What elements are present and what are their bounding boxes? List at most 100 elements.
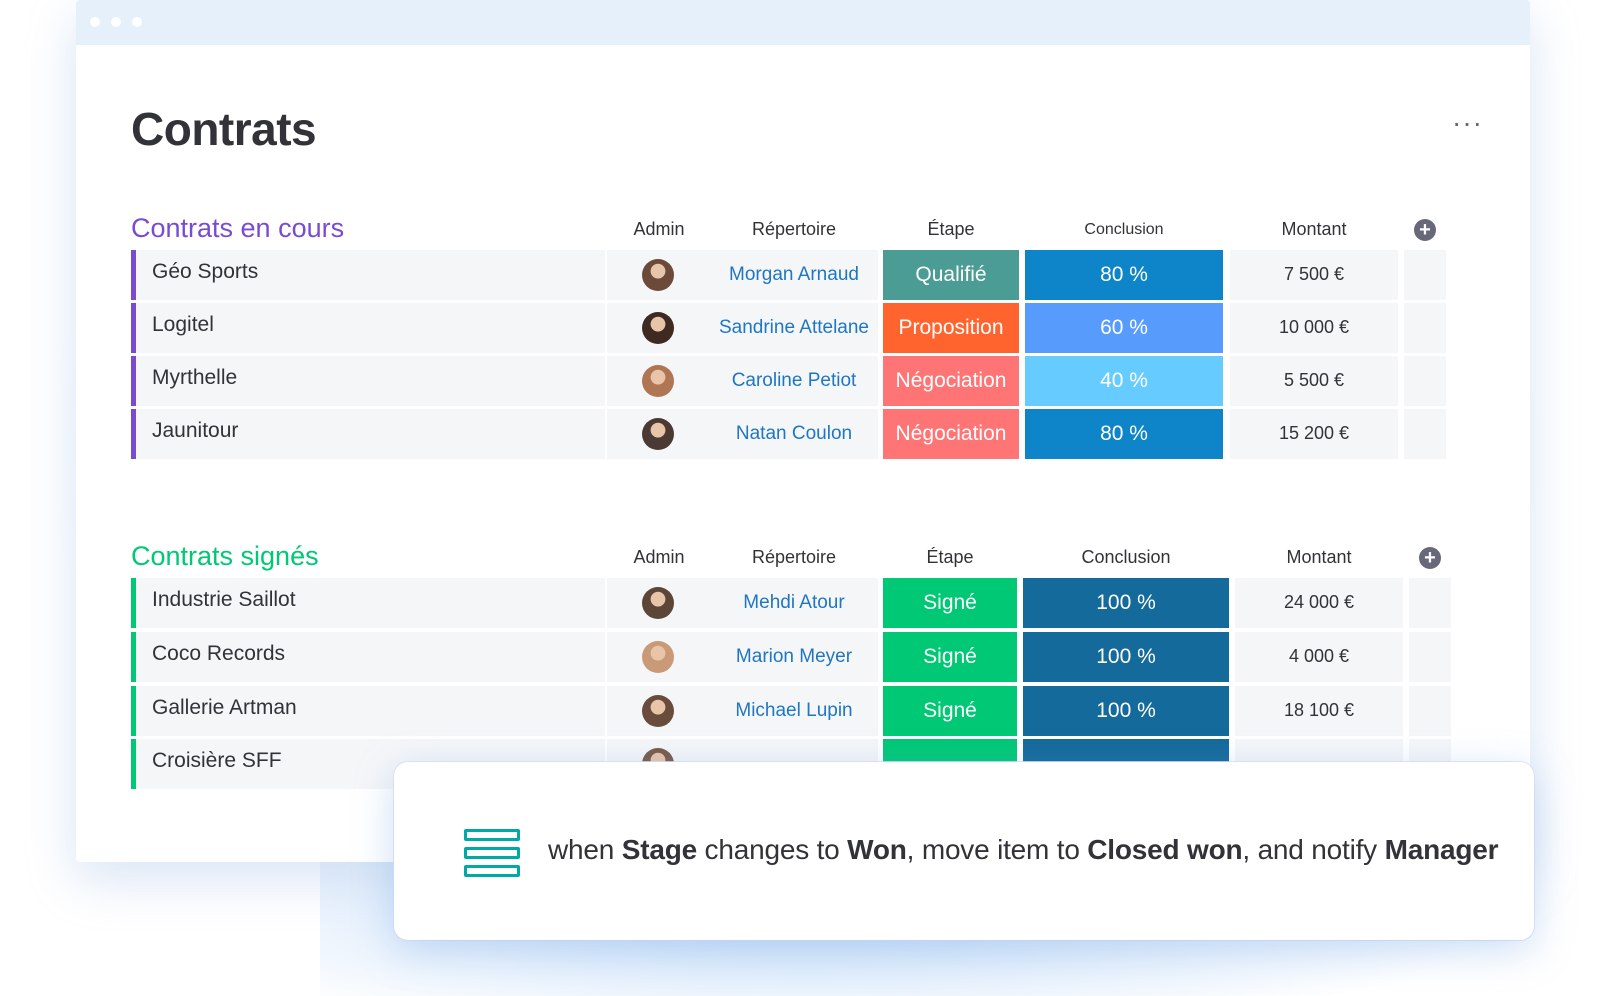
- admin-cell[interactable]: [607, 250, 711, 300]
- contact-link[interactable]: Caroline Petiot: [731, 370, 857, 391]
- column-header-conclusion[interactable]: Conclusion: [1081, 547, 1171, 567]
- amount-cell[interactable]: 24 000 €: [1235, 578, 1403, 628]
- stage-status[interactable]: Négociation: [883, 409, 1019, 459]
- stage-status[interactable]: Signé: [883, 578, 1017, 628]
- contact-cell[interactable]: Michael Lupin: [710, 686, 878, 736]
- window-titlebar: [76, 0, 1530, 45]
- amount-cell[interactable]: 10 000 €: [1230, 303, 1398, 353]
- stage-status[interactable]: Signé: [883, 686, 1017, 736]
- item-name-cell[interactable]: Myrthelle: [131, 356, 605, 406]
- amount-value: 24 000 €: [1283, 592, 1355, 612]
- more-options-icon[interactable]: ···: [1452, 107, 1483, 138]
- amount-cell[interactable]: 4 000 €: [1235, 632, 1403, 682]
- contact-cell[interactable]: Marion Meyer: [710, 632, 878, 682]
- column-header-conclusion[interactable]: Conclusion: [1084, 221, 1164, 238]
- amount-value: 18 100 €: [1283, 700, 1355, 720]
- extra-cell[interactable]: [1404, 356, 1446, 406]
- admin-cell[interactable]: [607, 303, 711, 353]
- column-header-montant[interactable]: Montant: [1281, 219, 1347, 239]
- extra-cell[interactable]: [1404, 250, 1446, 300]
- amount-cell[interactable]: 5 500 €: [1230, 356, 1398, 406]
- stage-status[interactable]: Signé: [883, 632, 1017, 682]
- item-name: Myrthelle: [152, 366, 238, 389]
- item-name: Croisière SFF: [152, 749, 282, 772]
- avatar[interactable]: [642, 418, 674, 450]
- contact-cell[interactable]: Morgan Arnaud: [710, 250, 878, 300]
- column-header-etape[interactable]: Étape: [926, 547, 974, 567]
- avatar[interactable]: [642, 259, 674, 291]
- stage-status[interactable]: Qualifié: [883, 250, 1019, 300]
- automation-card[interactable]: when Stage changes to Won, move item to …: [394, 762, 1534, 940]
- admin-cell[interactable]: [607, 632, 711, 682]
- stage-status[interactable]: Proposition: [883, 303, 1019, 353]
- item-name-cell[interactable]: Coco Records: [131, 632, 605, 682]
- window-dot: [90, 17, 100, 27]
- admin-cell[interactable]: [607, 686, 711, 736]
- conclusion-status[interactable]: 80 %: [1025, 250, 1223, 300]
- contact-cell[interactable]: Sandrine Attelane: [710, 303, 878, 353]
- automation-recipe: when Stage changes to Won, move item to …: [548, 834, 1499, 865]
- item-name: Jaunitour: [152, 419, 239, 442]
- item-name-cell[interactable]: Logitel: [131, 303, 605, 353]
- admin-cell[interactable]: [607, 578, 711, 628]
- app-window: Contrats ··· Contrats en cours Admin Réper…: [76, 0, 1530, 862]
- contact-link[interactable]: Mehdi Atour: [743, 592, 845, 613]
- contact-cell[interactable]: Caroline Petiot: [710, 356, 878, 406]
- conclusion-status[interactable]: 40 %: [1025, 356, 1223, 406]
- column-header-admin[interactable]: Admin: [633, 219, 685, 239]
- item-name-cell[interactable]: Jaunitour: [131, 409, 605, 459]
- item-name-cell[interactable]: Gallerie Artman: [131, 686, 605, 736]
- table-row[interactable]: Jaunitour Natan Coulon Négociation 80 % 15 2…: [131, 409, 1451, 459]
- amount-cell[interactable]: 7 500 €: [1230, 250, 1398, 300]
- table-row[interactable]: Logitel Sandrine Attelane Proposition 60 % 1…: [131, 303, 1451, 353]
- contact-link[interactable]: Natan Coulon: [735, 423, 853, 444]
- admin-cell[interactable]: [607, 356, 711, 406]
- conclusion-status[interactable]: 100 %: [1023, 686, 1229, 736]
- amount-cell[interactable]: 15 200 €: [1230, 409, 1398, 459]
- contact-link[interactable]: Sandrine Attelane: [718, 317, 869, 338]
- window-dot: [132, 17, 142, 27]
- table-row[interactable]: Coco Records Marion Meyer Signé 100 % 4 000 …: [131, 632, 1451, 682]
- contact-link[interactable]: Morgan Arnaud: [729, 264, 859, 285]
- contact-link[interactable]: Marion Meyer: [735, 646, 853, 667]
- avatar[interactable]: [642, 312, 674, 344]
- extra-cell[interactable]: [1409, 578, 1451, 628]
- item-name: Coco Records: [152, 642, 286, 665]
- admin-cell[interactable]: [607, 409, 711, 459]
- add-column-icon[interactable]: +: [1414, 219, 1436, 241]
- avatar[interactable]: [642, 641, 674, 673]
- amount-cell[interactable]: 18 100 €: [1235, 686, 1403, 736]
- conclusion-status[interactable]: 100 %: [1023, 578, 1229, 628]
- avatar[interactable]: [642, 695, 674, 727]
- group-title[interactable]: Contrats en cours: [131, 213, 345, 243]
- extra-cell[interactable]: [1404, 303, 1446, 353]
- conclusion-status[interactable]: 100 %: [1023, 632, 1229, 682]
- item-name-cell[interactable]: Industrie Saillot: [131, 578, 605, 628]
- item-name-cell[interactable]: Géo Sports: [131, 250, 605, 300]
- extra-cell[interactable]: [1409, 632, 1451, 682]
- amount-value: 10 000 €: [1278, 317, 1350, 337]
- table-row[interactable]: Géo Sports Morgan Arnaud Qualifié 80 % 7 500…: [131, 250, 1451, 300]
- stage-status[interactable]: Négociation: [883, 356, 1019, 406]
- contact-link[interactable]: Michael Lupin: [735, 700, 853, 721]
- extra-cell[interactable]: [1409, 686, 1451, 736]
- conclusion-status[interactable]: 80 %: [1025, 409, 1223, 459]
- table-row[interactable]: Gallerie Artman Michael Lupin Signé 100 % 18…: [131, 686, 1451, 736]
- avatar[interactable]: [642, 365, 674, 397]
- conclusion-status[interactable]: 60 %: [1025, 303, 1223, 353]
- column-header-repertoire[interactable]: Répertoire: [751, 219, 837, 239]
- contact-cell[interactable]: Mehdi Atour: [710, 578, 878, 628]
- avatar[interactable]: [642, 587, 674, 619]
- table-row[interactable]: Myrthelle Caroline Petiot Négociation 40 % 5…: [131, 356, 1451, 406]
- add-column-icon[interactable]: +: [1419, 547, 1441, 569]
- column-header-etape[interactable]: Étape: [927, 219, 975, 239]
- item-name: Industrie Saillot: [152, 588, 296, 611]
- table-row[interactable]: Industrie Saillot Mehdi Atour Signé 100 % 24…: [131, 578, 1451, 628]
- column-header-admin[interactable]: Admin: [633, 547, 685, 567]
- group-title[interactable]: Contrats signés: [131, 541, 319, 571]
- column-header-montant[interactable]: Montant: [1286, 547, 1352, 567]
- amount-value: 5 500 €: [1283, 370, 1345, 390]
- column-header-repertoire[interactable]: Répertoire: [751, 547, 837, 567]
- extra-cell[interactable]: [1404, 409, 1446, 459]
- contact-cell[interactable]: Natan Coulon: [710, 409, 878, 459]
